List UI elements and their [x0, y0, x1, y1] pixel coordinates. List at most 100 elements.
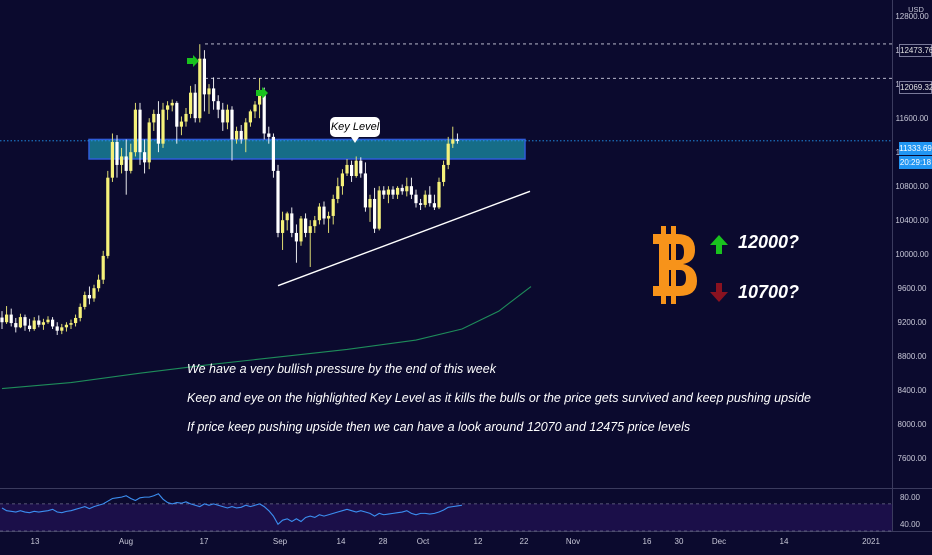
candle-body	[345, 164, 349, 174]
candle-body	[299, 218, 303, 242]
candle-body	[281, 220, 285, 233]
candle-body	[455, 139, 459, 141]
candle-body	[271, 136, 275, 171]
annotation-text: If price keep pushing upside then we can…	[187, 420, 691, 434]
candle-body	[23, 317, 27, 326]
candle-body	[382, 190, 386, 195]
candle-body	[92, 288, 96, 299]
price-tick-label: 10000.00	[895, 250, 929, 259]
candle-body	[336, 186, 340, 199]
target-up-text: 12000?	[738, 232, 800, 252]
price-tick-label: 9200.00	[898, 318, 927, 327]
countdown-tag: 20:29:18	[899, 156, 932, 169]
price-axis-unit: USD	[908, 5, 924, 14]
candle-body	[451, 139, 455, 144]
candle-body	[46, 319, 50, 323]
candle-body	[391, 189, 395, 195]
candle-body	[419, 203, 423, 205]
rsi-tick-label: 80.00	[900, 493, 921, 502]
candle-body	[386, 189, 390, 195]
candle-body	[290, 213, 294, 233]
green-arrow-icon	[187, 55, 199, 67]
candle-body	[60, 327, 64, 331]
candle-body	[212, 88, 216, 102]
price-tick-label: 10400.00	[895, 216, 929, 225]
candle-body	[78, 306, 82, 318]
candle-body	[377, 190, 381, 229]
candle-body	[51, 319, 55, 327]
candle-body	[359, 160, 363, 174]
candle-body	[202, 58, 206, 95]
candle-body	[37, 320, 41, 325]
candle-body	[322, 206, 326, 219]
down-arrow-icon	[710, 283, 728, 302]
candle-body	[327, 215, 331, 219]
candle-body	[340, 173, 344, 187]
time-tick-label: 22	[520, 537, 529, 546]
candle-body	[405, 186, 409, 192]
candle-body	[124, 156, 128, 171]
rsi-tick-label: 40.00	[900, 520, 921, 529]
time-tick-label: 14	[780, 537, 789, 546]
candle-body	[442, 164, 446, 182]
candle-body	[216, 101, 220, 110]
candle-body	[363, 173, 367, 208]
candle-body	[244, 122, 248, 140]
key-level-callout: Key Level	[330, 117, 380, 143]
candle-body	[5, 314, 9, 323]
time-tick-label: 2021	[862, 537, 880, 546]
candle-body	[175, 102, 179, 127]
candle-body	[350, 164, 354, 176]
time-tick-label: Oct	[417, 537, 430, 546]
candle-body	[138, 109, 142, 153]
candle-body	[428, 194, 432, 204]
price-tick-label: 11600.00	[896, 114, 929, 123]
candle-body	[74, 317, 78, 324]
candle-body	[248, 111, 252, 123]
price-tick-label: 10800.00	[895, 182, 929, 191]
candle-body	[14, 323, 18, 328]
time-tick-label: Dec	[712, 537, 726, 546]
price-tick-label: 9600.00	[898, 284, 927, 293]
time-tick-label: 16	[643, 537, 652, 546]
candle-body	[147, 122, 151, 163]
candle-body	[304, 218, 308, 233]
candle-body	[115, 141, 119, 165]
candle-body	[253, 104, 257, 112]
price-line-tag: 12473.76	[899, 44, 932, 57]
green-arrow-icon	[256, 87, 268, 99]
candle-body	[446, 143, 450, 165]
candle-body	[221, 109, 225, 123]
candle-body	[179, 121, 183, 127]
key-level-zone	[88, 138, 526, 160]
candle-body	[262, 92, 266, 134]
candle-body	[373, 198, 377, 229]
candle-body	[239, 130, 243, 140]
price-tick-label: 12800.00	[895, 12, 929, 21]
bitcoin-b	[653, 234, 697, 296]
candle-body	[83, 295, 87, 307]
annotation-text: Keep and eye on the highlighted Key Leve…	[187, 391, 812, 405]
candle-body	[423, 194, 427, 205]
time-tick-label: 30	[675, 537, 684, 546]
candle-body	[396, 187, 400, 195]
target-down-text: 10700?	[738, 282, 800, 302]
candle-body	[64, 324, 68, 328]
candle-body	[193, 92, 197, 119]
candle-body	[285, 213, 289, 221]
candle-body	[28, 325, 32, 330]
time-tick-label: 13	[31, 537, 40, 546]
bitcoin-icon	[653, 226, 697, 304]
candle-body	[267, 133, 271, 137]
rsi-line	[1, 493, 463, 526]
candle-body	[354, 160, 358, 176]
price-tick-label: 8400.00	[898, 386, 927, 395]
candle-body	[184, 113, 188, 122]
candle-body	[156, 113, 160, 144]
candle-body	[87, 295, 91, 299]
candle-body	[235, 130, 239, 140]
price-tick-label: 7600.00	[898, 454, 927, 463]
